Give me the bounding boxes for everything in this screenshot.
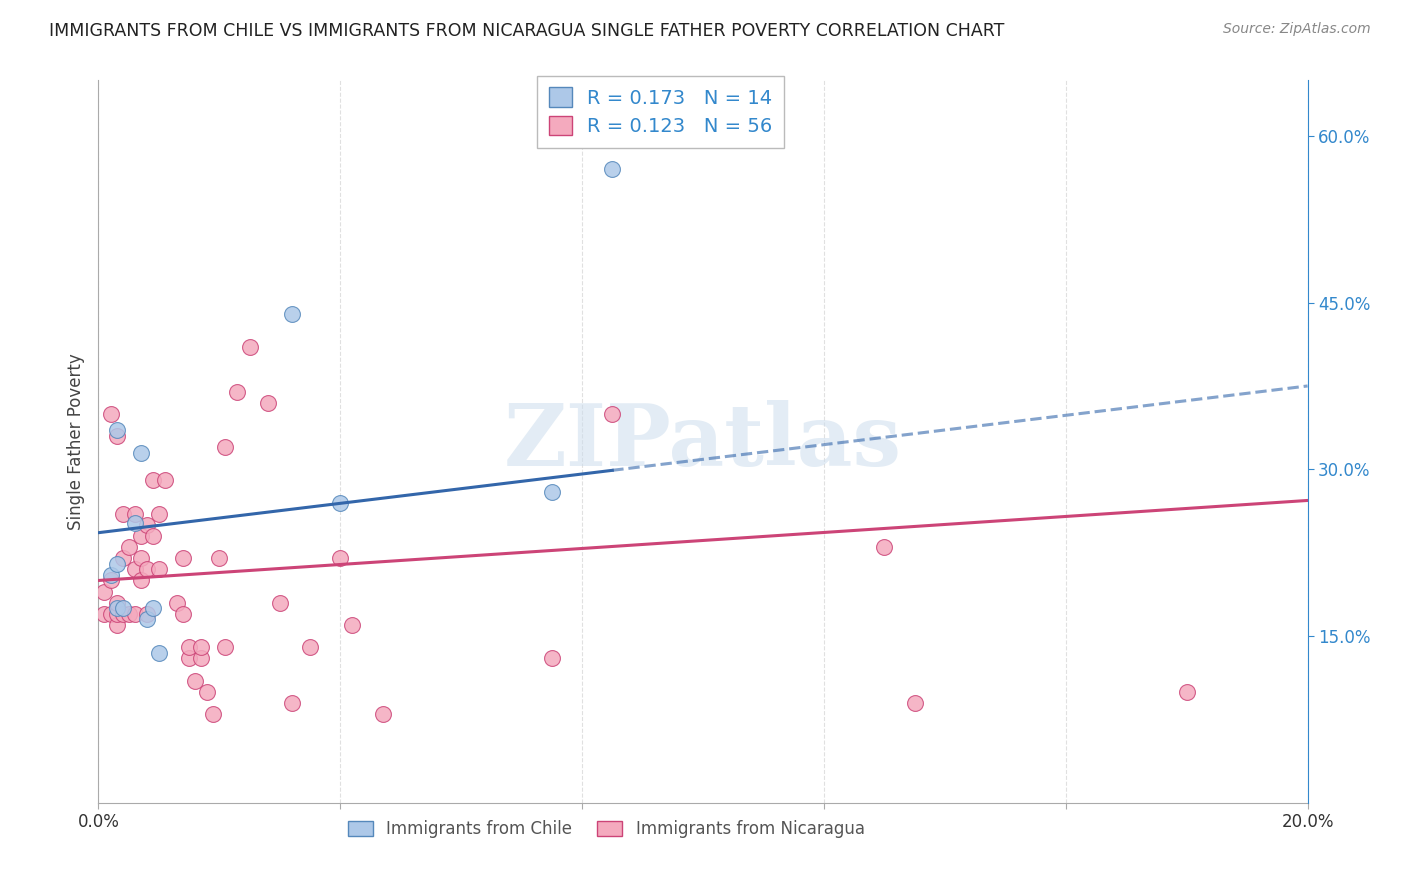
Point [166,596,188,610]
Point [124,516,146,530]
Point [172,551,194,566]
Point [142,529,165,543]
Point [190,651,212,665]
Point [135,562,157,576]
Point [129,529,152,543]
Point [105,618,128,632]
Point [111,607,134,621]
Point [129,551,152,566]
Point [329,551,352,566]
Point [202,706,225,721]
Point [269,596,291,610]
Point [129,445,152,459]
Point [208,551,231,566]
Point [148,562,170,576]
Point [256,395,278,409]
Point [148,507,170,521]
Point [129,574,152,588]
Point [93,607,115,621]
Point [602,162,624,177]
Text: IMMIGRANTS FROM CHILE VS IMMIGRANTS FROM NICARAGUA SINGLE FATHER POVERTY CORRELA: IMMIGRANTS FROM CHILE VS IMMIGRANTS FROM… [49,22,1004,40]
Point [583,128,606,143]
Point [105,607,128,621]
Point [195,684,218,698]
Point [226,384,249,399]
Point [105,557,128,571]
Point [142,474,165,488]
Y-axis label: Single Father Poverty: Single Father Poverty [66,353,84,530]
Point [100,568,122,582]
Point [105,601,128,615]
Point [105,429,128,443]
Point [93,584,115,599]
Point [179,651,201,665]
Point [111,507,134,521]
Point [135,612,157,626]
Text: Source: ZipAtlas.com: Source: ZipAtlas.com [1223,22,1371,37]
Point [190,640,212,655]
Point [135,517,157,532]
Point [148,646,170,660]
Point [111,551,134,566]
Point [105,424,128,438]
Point [540,651,562,665]
Point [124,507,146,521]
Point [904,696,927,710]
Point [239,340,262,354]
Point [172,607,194,621]
Text: ZIPatlas: ZIPatlas [503,400,903,483]
Point [281,696,304,710]
Point [118,607,141,621]
Point [100,574,122,588]
Point [118,540,141,554]
Point [602,407,624,421]
Point [179,640,201,655]
Point [540,484,562,499]
Point [135,607,157,621]
Point [329,496,352,510]
Point [111,601,134,615]
Point [100,407,122,421]
Point [281,307,304,321]
Point [142,601,165,615]
Point [124,607,146,621]
Point [873,540,896,554]
Point [371,706,394,721]
Point [153,474,176,488]
Point [214,440,236,454]
Point [299,640,322,655]
Point [342,618,364,632]
Point [105,596,128,610]
Point [100,607,122,621]
Point [124,562,146,576]
Point [184,673,207,688]
Point [1175,684,1198,698]
Point [214,640,236,655]
Legend: Immigrants from Chile, Immigrants from Nicaragua: Immigrants from Chile, Immigrants from N… [342,814,872,845]
